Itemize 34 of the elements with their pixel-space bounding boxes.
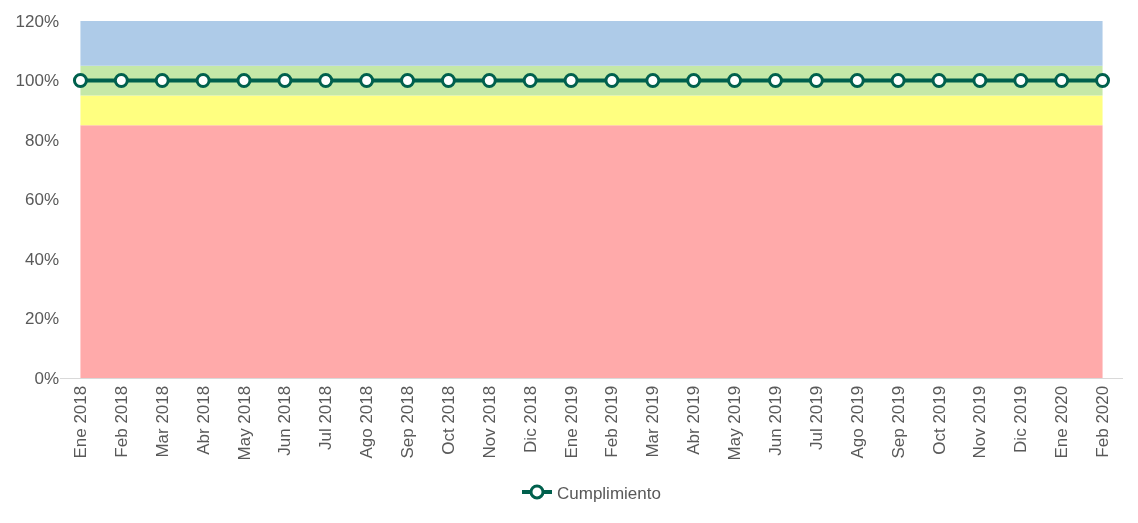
- x-tick-label: Feb 2020: [1093, 385, 1113, 458]
- x-tick-label: Ene 2020: [1052, 385, 1072, 459]
- y-tick-label: 80%: [24, 130, 59, 150]
- x-tick-label: Feb 2018: [111, 385, 131, 458]
- y-tick-label: 0%: [34, 368, 59, 388]
- y-tick-label: 40%: [24, 249, 59, 269]
- x-tick-label: Dic 2018: [520, 385, 540, 453]
- x-tick-label: Ene 2019: [561, 385, 581, 459]
- legend-label: Cumplimiento: [557, 483, 661, 503]
- x-tick-label: Dic 2019: [1011, 385, 1031, 453]
- y-tick-label: 100%: [15, 71, 59, 91]
- x-tick-label: Ago 2019: [847, 385, 867, 459]
- x-tick-label: Jun 2018: [275, 385, 295, 456]
- x-tick-label: Jun 2019: [766, 385, 786, 456]
- y-tick-label: 20%: [24, 309, 59, 329]
- x-tick-label: May 2018: [234, 385, 254, 461]
- x-tick-label: Feb 2019: [602, 385, 622, 458]
- x-tick-label: May 2019: [725, 385, 745, 461]
- x-tick-label: Nov 2019: [970, 385, 990, 459]
- x-tick-label: Ene 2018: [70, 385, 90, 459]
- x-tick-label: Oct 2018: [438, 385, 458, 455]
- x-tick-label: Abr 2018: [193, 385, 213, 455]
- x-tick-label: Sep 2019: [888, 385, 908, 459]
- x-tick-label: Sep 2018: [398, 385, 418, 459]
- y-tick-label: 60%: [24, 190, 59, 210]
- x-tick-label: Nov 2018: [479, 385, 499, 459]
- x-tick-label: Abr 2019: [684, 385, 704, 455]
- x-tick-label: Ago 2018: [357, 385, 377, 459]
- x-tick-label: Mar 2019: [643, 385, 663, 458]
- x-tick-label: Mar 2018: [152, 385, 172, 458]
- x-tick-label: Oct 2019: [929, 385, 949, 455]
- x-tick-label: Jul 2018: [316, 385, 336, 451]
- y-tick-label: 120%: [15, 11, 59, 31]
- x-tick-label: Jul 2019: [806, 385, 826, 451]
